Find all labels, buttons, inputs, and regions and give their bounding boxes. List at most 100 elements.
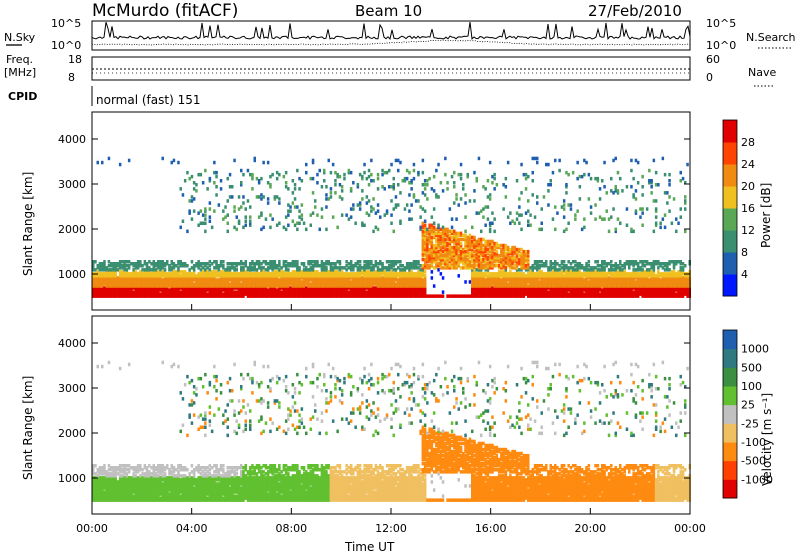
heatmap-cell <box>349 280 353 284</box>
heatmap-cell <box>585 278 588 282</box>
heatmap-cell <box>616 217 620 221</box>
heatmap-cell <box>659 292 662 296</box>
heatmap-cell <box>596 179 600 183</box>
heatmap-cell <box>314 205 317 209</box>
heatmap-cell <box>352 181 355 185</box>
heatmap-cell <box>464 255 467 260</box>
heatmap-cell <box>320 276 324 280</box>
heatmap-cell <box>430 249 434 254</box>
heatmap-cell <box>630 288 633 292</box>
heatmap-cell <box>524 292 528 296</box>
heatmap-cell <box>448 257 452 262</box>
heatmap-cell <box>231 278 234 282</box>
heatmap-cell <box>549 286 552 290</box>
heatmap-cell <box>596 274 600 278</box>
heatmap-cell <box>175 278 178 282</box>
heatmap-cell <box>515 268 519 272</box>
heatmap-cell <box>636 282 640 286</box>
heatmap-cell <box>215 294 218 298</box>
heatmap-cell <box>148 266 151 270</box>
heatmap-cell <box>471 266 474 270</box>
heatmap-cell <box>672 280 676 284</box>
heatmap-cell <box>594 284 597 288</box>
heatmap-cell <box>145 290 149 294</box>
heatmap-cell <box>480 294 483 298</box>
heatmap-cell <box>641 207 644 211</box>
heatmap-cell <box>421 280 425 284</box>
heatmap-cell <box>370 268 373 272</box>
heatmap-cell <box>253 272 256 276</box>
heatmap-cell <box>195 276 198 280</box>
heatmap-cell <box>430 253 434 258</box>
heatmap-cell <box>437 229 440 234</box>
heatmap-cell <box>421 294 425 298</box>
heatmap-cell <box>213 292 216 296</box>
heatmap-cell <box>183 179 187 183</box>
heatmap-cell <box>392 176 395 181</box>
heatmap-cell <box>641 272 644 276</box>
heatmap-cell <box>136 286 140 290</box>
heatmap-cell <box>641 174 644 179</box>
heatmap-cell <box>125 282 129 286</box>
heatmap-cell <box>661 282 665 286</box>
heatmap-cell <box>235 284 238 288</box>
heatmap-cell <box>513 286 517 290</box>
heatmap-cell <box>291 278 295 282</box>
heatmap-cell <box>531 266 534 270</box>
heatmap-cell <box>428 264 431 268</box>
heatmap-cell <box>497 272 501 276</box>
heatmap-cell <box>477 290 481 294</box>
heatmap-cell <box>143 284 147 288</box>
heatmap-cell <box>527 268 530 272</box>
heatmap-cell <box>623 278 626 282</box>
heatmap-cell <box>596 264 600 268</box>
heatmap-cell <box>192 292 196 296</box>
heatmap-cell <box>473 235 476 240</box>
heatmap-cell <box>224 274 227 278</box>
heatmap-cell <box>500 292 503 296</box>
heatmap-cell <box>408 266 411 270</box>
heatmap-cell <box>125 286 129 290</box>
heatmap-cell <box>136 264 140 268</box>
heatmap-cell <box>390 280 393 284</box>
heatmap-cell <box>455 217 458 221</box>
heatmap-cell <box>417 284 420 288</box>
heatmap-cell <box>388 290 391 294</box>
heatmap-cell <box>215 288 218 292</box>
heatmap-cell <box>428 239 431 244</box>
heatmap-cell <box>195 288 198 292</box>
heatmap-cell <box>583 286 586 290</box>
heatmap-cell <box>468 255 472 260</box>
heatmap-cell <box>98 280 102 284</box>
heatmap-cell <box>226 268 229 272</box>
heatmap-cell <box>419 282 422 286</box>
heatmap-cell <box>388 264 391 268</box>
heatmap-cell <box>287 264 290 268</box>
heatmap-cell <box>601 270 604 274</box>
heatmap-cell <box>607 294 611 298</box>
heatmap-cell <box>282 290 286 294</box>
heatmap-cell <box>282 294 286 298</box>
heatmap-cell <box>500 264 503 268</box>
heatmap-cell <box>419 280 422 284</box>
heatmap-cell <box>114 276 117 280</box>
heatmap-cell <box>305 274 308 278</box>
heatmap-cell <box>639 207 642 211</box>
heatmap-cell <box>412 276 416 280</box>
heatmap-cell <box>493 176 496 181</box>
heatmap-cell <box>152 284 155 288</box>
heatmap-cell <box>435 251 438 256</box>
heatmap-cell <box>605 286 608 290</box>
heatmap-cell <box>446 237 449 242</box>
heatmap-cell <box>509 294 512 298</box>
heatmap-cell <box>545 284 548 288</box>
heatmap-cell <box>175 292 178 296</box>
heatmap-cell <box>98 292 102 296</box>
heatmap-cell <box>266 294 270 298</box>
heatmap-cell <box>439 294 443 298</box>
heatmap-cell <box>269 174 272 179</box>
heatmap-cell <box>340 288 344 292</box>
heatmap-cell <box>302 292 306 296</box>
heatmap-cell <box>455 251 458 256</box>
heatmap-cell <box>179 290 182 294</box>
